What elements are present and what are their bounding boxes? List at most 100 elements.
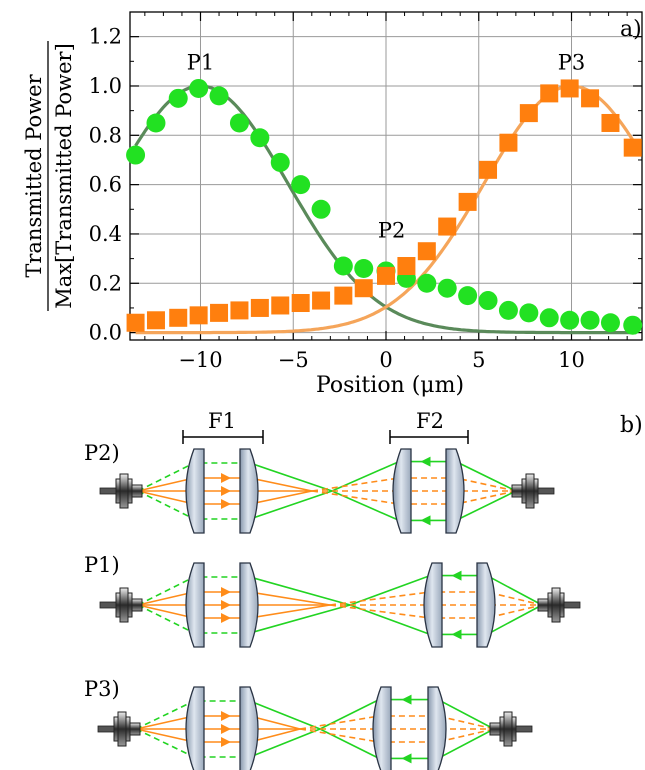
y-tick-label: 0.8 <box>89 123 122 147</box>
green-beam-f2-arrow <box>420 515 431 526</box>
orange-beam-f2 <box>329 604 543 619</box>
orange-beam-f1-arrow <box>221 737 231 747</box>
data-point-square <box>560 79 579 98</box>
data-point-circle <box>580 310 600 330</box>
annotation-p3: P3 <box>558 51 586 75</box>
data-point-square <box>334 286 353 305</box>
data-point-circle <box>333 256 353 276</box>
data-point-square <box>458 192 477 211</box>
data-point-circle <box>229 113 249 133</box>
orange-beam-f1-arrow <box>221 724 231 734</box>
y-axis-label-denominator: Max[Transmitted Power] <box>52 43 76 309</box>
data-point-circle <box>168 88 188 108</box>
orange-beam-f1-arrow <box>221 600 231 610</box>
fiber-connector-right <box>511 473 555 509</box>
x-tick-label: 0 <box>379 348 392 372</box>
f1-label: F1 <box>208 409 236 433</box>
lens-f1-a <box>185 686 205 770</box>
data-point-square <box>438 217 457 236</box>
lens-f2-a <box>423 562 443 648</box>
orange-beam-f1-arrow <box>221 473 231 483</box>
panel-b-label: b) <box>620 413 643 438</box>
data-point-square <box>210 303 229 322</box>
y-tick-label: 0.4 <box>89 222 122 246</box>
data-point-circle <box>478 291 498 311</box>
data-point-circle <box>270 152 290 172</box>
orange-beam-f1 <box>137 591 331 606</box>
data-point-square <box>601 113 620 132</box>
fiber-connector-right <box>489 711 533 747</box>
data-point-square <box>581 89 600 108</box>
lens-f1-b <box>239 562 259 648</box>
green-beam-f2-arrow <box>401 694 412 705</box>
orange-beam-f1 <box>137 604 331 619</box>
data-point-square <box>271 296 290 315</box>
y-axis-label: Transmitted Power Max[Transmitted Power] <box>22 41 76 311</box>
data-point-square <box>126 313 145 332</box>
y-tick-label: 1.2 <box>89 25 122 49</box>
data-point-square <box>540 84 559 103</box>
orange-beam-f1-arrow <box>221 499 231 509</box>
data-point-square <box>397 257 416 276</box>
data-point-square <box>189 306 208 325</box>
y-tick-label: 0.6 <box>89 173 122 197</box>
orange-beam-f1-arrow <box>221 486 231 496</box>
orange-beam-f1-arrow <box>221 613 231 623</box>
data-point-circle <box>354 258 374 278</box>
fiber-connector-left <box>99 473 143 509</box>
data-point-circle <box>539 308 559 328</box>
data-point-circle <box>291 175 311 195</box>
f2-bracket: F2 <box>389 409 469 444</box>
data-point-circle <box>311 199 331 219</box>
beam-row <box>99 562 581 648</box>
data-point-square <box>377 266 395 285</box>
row-label-p2: P2) <box>84 441 120 465</box>
orange-beam-f1 <box>135 715 301 730</box>
y-tick-label: 0.0 <box>89 321 122 345</box>
fiber-connector-right <box>537 587 581 623</box>
data-point-circle <box>126 145 146 165</box>
data-point-square <box>169 308 188 327</box>
data-point-square <box>499 133 518 152</box>
y-axis-label-numerator: Transmitted Power <box>22 73 46 277</box>
grid-layer <box>130 12 642 340</box>
row-label-p1: P1) <box>84 553 120 577</box>
data-point-circle <box>498 300 518 320</box>
lens-f1-b <box>239 448 259 534</box>
green-beam-f2-arrow <box>420 456 431 467</box>
data-point-circle <box>189 78 209 98</box>
data-point-square <box>291 294 310 313</box>
orange-beam-f2 <box>299 728 495 743</box>
beam-row <box>99 448 555 534</box>
data-point-square <box>623 138 642 157</box>
orange-beam-f2 <box>311 490 517 505</box>
data-point-circle <box>458 286 478 306</box>
green-beam-f2-arrow <box>401 753 412 764</box>
beam-rows <box>97 448 581 770</box>
data-point-square <box>519 104 538 123</box>
data-point-circle <box>600 313 620 333</box>
orange-beam-f1-arrow <box>221 711 231 721</box>
orange-beam-f2 <box>299 715 495 730</box>
orange-beam-f2 <box>311 477 517 492</box>
lens-f2-a <box>372 686 392 770</box>
annotation-p2: P2 <box>378 218 406 242</box>
data-point-square <box>146 311 165 330</box>
lens-f1-a <box>185 562 205 648</box>
y-tick-label: 0.2 <box>89 271 122 295</box>
annotation-p1: P1 <box>187 51 215 75</box>
y-tick-label: 1.0 <box>89 74 122 98</box>
data-point-circle <box>519 303 539 323</box>
orange-beam-f1-arrow <box>221 587 231 597</box>
data-point-circle <box>437 278 457 298</box>
lens-f2-b <box>427 686 447 770</box>
lens-f2-b <box>476 562 496 648</box>
x-tick-label: −10 <box>178 348 222 372</box>
x-tick-label: −5 <box>278 348 309 372</box>
lens-f1-a <box>185 448 205 534</box>
x-tick-label: 5 <box>472 348 485 372</box>
data-point-circle <box>209 86 229 106</box>
x-tick-label: 10 <box>558 348 585 372</box>
data-point-circle <box>250 128 270 148</box>
data-point-square <box>354 279 373 298</box>
